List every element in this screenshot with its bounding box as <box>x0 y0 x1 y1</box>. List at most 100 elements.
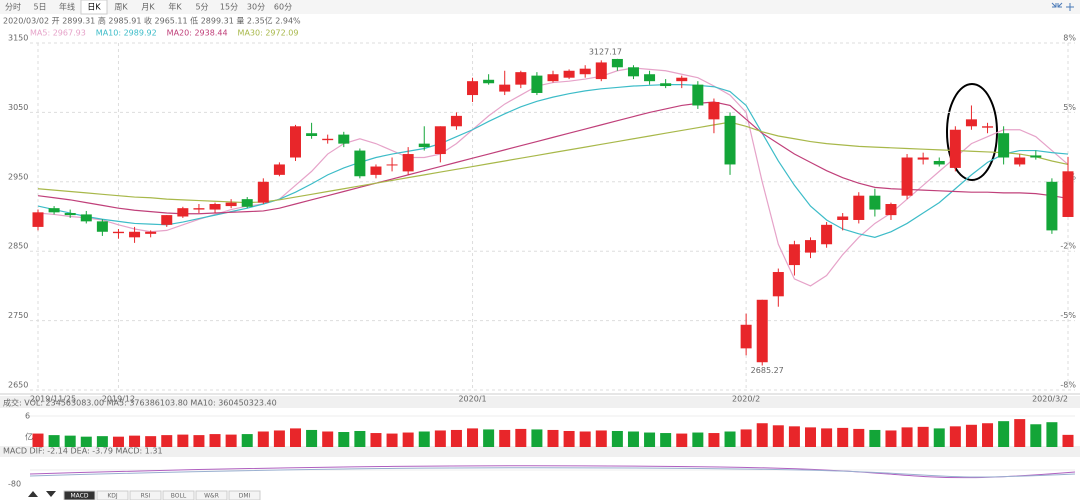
x-tick-label: 2020/1 <box>458 395 486 404</box>
candle-body <box>1014 157 1026 165</box>
volume-bar <box>1046 422 1058 447</box>
volume-bar <box>129 435 141 447</box>
candle-body <box>772 272 784 297</box>
volume-bar <box>869 429 881 447</box>
indicator-tabs: MACD KDJ RSI BOLL W&R DMI <box>63 490 261 501</box>
toolbar-bg <box>0 0 1080 14</box>
candle-body <box>483 79 495 84</box>
volume-bar <box>257 431 269 447</box>
indicator-tab-label[interactable]: KDJ <box>107 493 118 500</box>
volume-bar <box>290 428 301 447</box>
volume-bar <box>1062 434 1074 447</box>
candle-body <box>869 195 881 210</box>
tab[interactable]: 60分 <box>274 3 292 12</box>
volume-bar <box>708 433 720 447</box>
volume-tick-label: 6 <box>25 412 30 421</box>
indicator-tab-label[interactable]: MACD <box>71 493 89 500</box>
candle-body <box>676 77 688 82</box>
info-line: 2020/03/02 开 2899.31 高 2985.91 收 2965.11… <box>3 16 301 26</box>
candle-body <box>80 214 92 222</box>
candle-body <box>660 83 672 87</box>
ma-line <box>37 67 1069 287</box>
candle-body <box>756 299 768 363</box>
volume-bar <box>837 427 849 447</box>
annotation: 3127.17 <box>589 47 622 56</box>
candle-body <box>225 202 237 207</box>
legend-entry: MA10: 2989.92 <box>96 29 157 38</box>
volume-bar <box>853 428 865 447</box>
volume-bar <box>434 430 446 447</box>
volume-bar <box>611 430 623 447</box>
tab[interactable]: 5分 <box>195 3 208 12</box>
y-tick-label: 2950 <box>8 172 28 181</box>
candle-body <box>627 67 639 77</box>
scroll-arrows[interactable] <box>28 491 56 497</box>
volume-unit: 亿 <box>25 432 33 442</box>
volume-bar <box>660 433 672 447</box>
legend-entry: MA5: 2967.93 <box>30 29 86 38</box>
volume-bar <box>209 434 221 447</box>
annotation: 2685.27 <box>751 366 784 375</box>
candle-body <box>177 208 189 217</box>
y-tick-label: 2850 <box>8 242 28 251</box>
candle-body <box>129 231 141 238</box>
candle-body <box>917 157 929 160</box>
volume-bar <box>917 426 929 447</box>
volume-bar <box>595 430 607 447</box>
candle-body <box>579 68 591 75</box>
volume-bar <box>933 428 945 447</box>
volume-bar <box>563 430 575 447</box>
y-tick-label: 2650 <box>8 381 28 390</box>
expand-icon[interactable] <box>1066 3 1074 11</box>
volume-bar <box>805 427 816 447</box>
candle-body <box>434 126 446 155</box>
y-tick-label: 3050 <box>8 103 28 112</box>
tab[interactable]: 年线 <box>59 2 75 12</box>
indicator-tab-label[interactable]: DMI <box>239 493 251 500</box>
candle-body <box>788 244 800 266</box>
candle-body <box>885 204 897 216</box>
candle-body <box>1046 181 1058 231</box>
volume-bar <box>949 426 961 447</box>
volume-bar <box>998 421 1010 447</box>
indicator-tab-label[interactable]: W&R <box>204 493 219 500</box>
volume-bar <box>273 430 285 447</box>
tab[interactable]: 分时 <box>5 2 21 12</box>
volume-bar <box>418 431 430 447</box>
volume-bar <box>306 429 318 447</box>
volume-bar <box>901 427 913 447</box>
macd-label: MACD DIF: -2.14 DEA: -3.79 MACD: 1.31 <box>3 447 163 456</box>
macd-tick: -80 <box>8 480 21 489</box>
candle-body <box>450 115 462 127</box>
indicator-tab-label[interactable]: RSI <box>141 493 151 500</box>
tab[interactable]: 周K <box>114 3 128 12</box>
candle-body <box>32 212 44 227</box>
tab[interactable]: 年K <box>168 2 182 12</box>
toolbar-icons <box>1051 2 1074 11</box>
legend-entry: MA20: 2938.44 <box>167 29 228 38</box>
tab[interactable]: 15分 <box>220 3 238 12</box>
active-tab <box>80 0 108 15</box>
volume-bar <box>64 435 76 447</box>
candle-body <box>145 231 157 234</box>
candle-body <box>499 84 511 92</box>
candle-body <box>965 119 977 127</box>
tab[interactable]: 5日 <box>33 3 46 12</box>
fullscreen-icon[interactable] <box>1051 2 1063 8</box>
ma-line <box>37 84 1069 238</box>
y2-tick-label: 5% <box>1063 103 1076 112</box>
volume-bar <box>982 423 994 447</box>
candle-body <box>933 160 945 165</box>
candle-body <box>1030 155 1042 158</box>
indicator-tab-label[interactable]: BOLL <box>171 493 187 500</box>
candle-body <box>611 58 623 68</box>
candle-body <box>64 213 76 216</box>
tab[interactable]: 月K <box>141 3 155 12</box>
tab[interactable]: 30分 <box>247 3 265 12</box>
tab[interactable]: 日K <box>87 3 101 12</box>
y-tick-label: 3150 <box>8 34 28 43</box>
volume-bar <box>483 429 495 447</box>
volume-bar <box>32 433 44 447</box>
candle-body <box>805 240 816 253</box>
ma-line <box>37 121 1069 204</box>
